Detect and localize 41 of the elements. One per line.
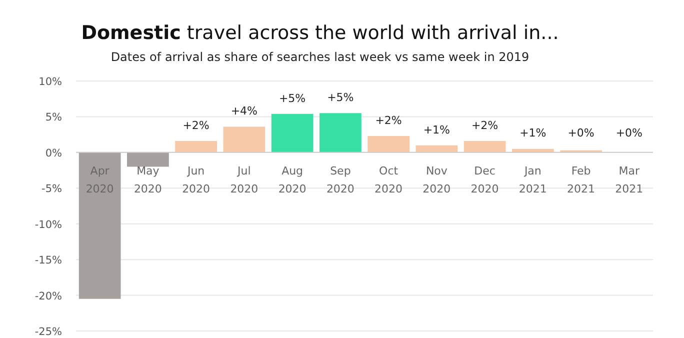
bar: [368, 136, 410, 152]
y-tick-label: -25%: [34, 326, 62, 338]
chart-subtitle: Dates of arrival as share of searches last week vs same week in 2019: [110, 50, 530, 64]
data-label: +4%: [230, 104, 258, 118]
x-tick-label: Sep 2020: [326, 164, 354, 196]
x-tick-label: Jul 2020: [230, 164, 258, 196]
y-tick-label: -5%: [42, 183, 62, 196]
y-tick-label: 10%: [38, 76, 62, 88]
x-tick-label: Dec 2020: [470, 164, 499, 196]
y-tick-label: -20%: [34, 290, 62, 302]
data-label: +1%: [520, 126, 546, 140]
y-tick-label: -10%: [34, 218, 62, 231]
data-label: +2%: [375, 114, 402, 127]
x-tick-label: Jan 2021: [518, 164, 547, 196]
data-label: +2%: [182, 119, 210, 132]
bar: [271, 114, 314, 152]
x-tick-label: Jun 2020: [182, 164, 210, 196]
bar: [175, 141, 217, 152]
x-tick-label: Nov 2020: [422, 164, 451, 196]
data-label: +0%: [568, 126, 594, 140]
y-tick-label: 0%: [45, 147, 62, 160]
data-label: +0%: [616, 126, 643, 140]
bar: [464, 141, 506, 152]
x-tick-label: Feb 2021: [567, 164, 596, 196]
data-label: +2%: [471, 119, 498, 132]
data-label: +1%: [423, 123, 450, 136]
data-label: +5%: [327, 91, 354, 104]
x-tick-label: May 2020: [134, 164, 162, 196]
bar: [320, 113, 362, 152]
y-tick-label: 5%: [45, 112, 62, 124]
x-tick-label: Apr 2020: [86, 164, 114, 196]
bar: [416, 145, 458, 152]
x-tick-label: Aug 2020: [278, 164, 306, 196]
bar: [127, 152, 169, 167]
y-tick-label: -15%: [34, 254, 62, 267]
bar: [78, 152, 121, 299]
x-tick-label: Mar 2021: [615, 164, 644, 196]
x-tick-label: Oct 2020: [374, 164, 403, 196]
chart-title: Domestic travel across the world with arrival in...: [81, 22, 559, 44]
data-label: +5%: [278, 92, 306, 105]
bar: [223, 126, 266, 152]
